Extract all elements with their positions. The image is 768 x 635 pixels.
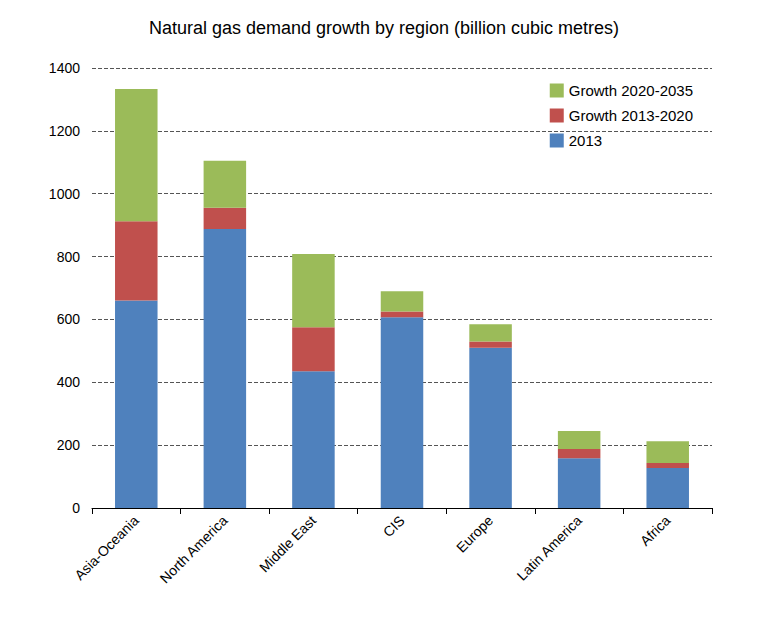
svg-text:North America: North America xyxy=(157,512,231,586)
svg-text:600: 600 xyxy=(57,311,81,327)
svg-text:Middle East: Middle East xyxy=(256,512,319,575)
svg-text:800: 800 xyxy=(57,249,81,265)
svg-text:CIS: CIS xyxy=(380,512,408,540)
svg-text:1400: 1400 xyxy=(49,60,80,76)
svg-text:Growth 2020-2035: Growth 2020-2035 xyxy=(569,82,693,99)
svg-text:200: 200 xyxy=(57,437,81,453)
svg-text:Europe: Europe xyxy=(453,512,496,555)
svg-text:Growth 2013-2020: Growth 2013-2020 xyxy=(569,107,693,124)
svg-text:0: 0 xyxy=(72,500,80,516)
svg-text:1000: 1000 xyxy=(49,186,80,202)
svg-text:Africa: Africa xyxy=(637,512,674,549)
svg-text:Latin America: Latin America xyxy=(514,512,585,583)
svg-text:2013: 2013 xyxy=(569,132,602,149)
svg-text:Asia-Oceania: Asia-Oceania xyxy=(71,512,142,583)
svg-text:Natural gas demand growth by r: Natural gas demand growth by region (bil… xyxy=(149,18,619,38)
svg-text:400: 400 xyxy=(57,374,81,390)
svg-text:1200: 1200 xyxy=(49,123,80,139)
